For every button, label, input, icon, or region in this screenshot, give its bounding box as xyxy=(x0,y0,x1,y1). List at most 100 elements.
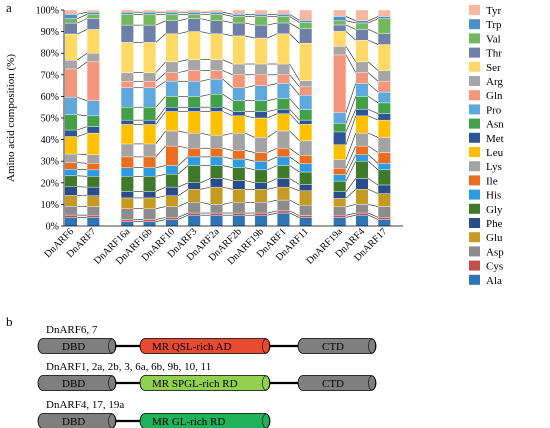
bar-segment-dnarf6-met xyxy=(64,129,78,137)
connector-dnarf19b-dnarf1 xyxy=(267,186,278,190)
bar-segment-dnarf10-gly xyxy=(165,173,179,188)
legend-swatch-arg xyxy=(469,76,480,86)
bar-segment-dnarf17-pro xyxy=(377,91,391,104)
bar-segment-dnarf19b-trp xyxy=(254,14,268,17)
connector-dnarf6-dnarf7 xyxy=(77,162,88,164)
bar-segment-dnarf1-gly xyxy=(276,165,290,179)
legend-label-ser: Ser xyxy=(486,62,501,74)
domain-label-dbd: DBD xyxy=(62,341,85,353)
bar-segment-dnarf19b-gly xyxy=(254,169,268,183)
bar-segment-dnarf4-ile xyxy=(355,145,369,155)
bar-segment-dnarf1-val xyxy=(276,16,290,24)
bar-segment-dnarf1-asp xyxy=(276,199,290,212)
bar-segment-dnarf17-cys xyxy=(377,217,391,220)
bar-segment-dnarf10-his xyxy=(165,165,179,175)
bar-segment-dnarf19b-ala xyxy=(254,214,268,227)
bar-segment-dnarf16a-met xyxy=(120,119,134,125)
bar-segment-dnarf3-ala xyxy=(187,214,201,227)
bar-segment-dnarf3-phe xyxy=(187,182,201,190)
connector-dnarf4-dnarf17 xyxy=(368,212,379,218)
legend-swatch-met xyxy=(469,132,480,143)
connector-dnarf16b-dnarf10 xyxy=(155,206,166,210)
bar-segment-dnarf2b-his xyxy=(232,158,246,168)
bar-segment-dnarf3-leu xyxy=(187,111,201,134)
bar-segment-dnarf16b-arg xyxy=(143,72,157,82)
bar-segment-dnarf1-trp xyxy=(276,14,290,17)
connector-dnarf19b-dnarf1 xyxy=(267,212,278,216)
bar-segment-dnarf3-ser xyxy=(187,31,201,60)
bar-segment-dnarf16b-ala xyxy=(143,221,157,227)
bar-segment-dnarf6-asn xyxy=(64,114,78,131)
bar-segment-dnarf17-trp xyxy=(377,16,391,19)
legend-label-asn: Asn xyxy=(486,119,504,131)
bar-segment-dnarf3-cys xyxy=(187,212,201,216)
connector-dnarf4-dnarf17 xyxy=(368,160,379,171)
bar-segment-dnarf10-arg xyxy=(165,61,179,73)
domain-label-mr-spgl-rich-rd: MR SPGL-rich RD xyxy=(152,378,238,390)
bar-segment-dnarf16b-ser xyxy=(143,42,157,73)
bar-segment-dnarf19a-trp xyxy=(333,16,347,21)
bar-segment-dnarf17-glu xyxy=(377,193,391,207)
connector-dnarf19b-dnarf1 xyxy=(267,33,278,39)
connector-dnarf6-dnarf7 xyxy=(77,52,88,61)
connector-dnarf2a-dnarf2b xyxy=(222,165,233,168)
bar-segment-dnarf11-ala xyxy=(299,217,313,227)
domain-cap xyxy=(108,338,116,354)
bar-segment-dnarf16b-met xyxy=(143,119,157,125)
connector-dnarf4-dnarf17 xyxy=(368,204,379,207)
bar-segment-dnarf7-trp xyxy=(86,11,100,15)
bar-segment-dnarf2a-thr xyxy=(210,20,223,34)
bar-segment-dnarf10-ala xyxy=(165,219,179,227)
bar-segment-dnarf6-leu xyxy=(64,136,78,155)
bars-layer xyxy=(64,9,391,227)
bar-segment-dnarf19a-asp xyxy=(333,206,347,216)
bar-segment-dnarf16a-ala xyxy=(120,221,134,227)
bar-segment-dnarf10-leu xyxy=(165,111,179,132)
bar-segment-dnarf17-tyr xyxy=(377,9,391,17)
bar-segment-dnarf11-thr xyxy=(299,28,313,44)
connector-dnarf2a-dnarf2b xyxy=(222,33,233,37)
bar-segment-dnarf10-tyr xyxy=(165,9,179,13)
connector-dnarf19a-dnarf4 xyxy=(345,161,357,182)
bar-segment-dnarf2b-tyr xyxy=(232,9,246,15)
bar-segment-dnarf16b-thr xyxy=(143,24,157,43)
y-tick-label: 70% xyxy=(41,70,59,81)
bar-segment-dnarf16b-ile xyxy=(143,156,157,168)
bar-segment-dnarf17-ile xyxy=(377,152,391,164)
connector-dnarf4-dnarf17 xyxy=(368,109,379,114)
bar-segment-dnarf11-asn xyxy=(299,109,313,121)
bar-segment-dnarf10-phe xyxy=(165,186,179,196)
connector-dnarf2a-dnarf2b xyxy=(222,111,233,117)
connector-lines-layer xyxy=(77,11,379,222)
bar-segment-dnarf2b-pro xyxy=(232,87,246,101)
bar-segment-dnarf4-arg xyxy=(355,61,369,73)
connector-dnarf16b-dnarf10 xyxy=(155,195,166,199)
bar-segment-dnarf16a-ser xyxy=(120,42,134,73)
bar-segment-dnarf4-phe xyxy=(355,178,369,190)
bar-segment-dnarf1-gln xyxy=(276,74,290,84)
bar-segment-dnarf7-phe xyxy=(86,186,100,196)
connector-dnarf1-dnarf11 xyxy=(289,16,300,23)
connector-dnarf4-dnarf17 xyxy=(368,83,379,93)
connector-dnarf4-dnarf17 xyxy=(368,132,379,138)
legend-swatch-leu xyxy=(469,147,480,157)
bar-segment-dnarf1-met xyxy=(276,109,290,114)
bar-segment-dnarf4-gln xyxy=(355,72,369,84)
connector-dnarf10-dnarf3 xyxy=(177,189,189,197)
legend-swatch-glu xyxy=(469,232,480,243)
bar-segment-dnarf6-ile xyxy=(64,162,78,170)
connector-dnarf16b-dnarf10 xyxy=(155,107,166,121)
bar-segment-dnarf19b-glu xyxy=(254,189,268,203)
bar-segment-dnarf10-thr xyxy=(165,20,179,34)
connector-dnarf10-dnarf3 xyxy=(178,70,189,73)
y-tick-label: 50% xyxy=(41,114,59,125)
connector-dnarf2a-dnarf2b xyxy=(222,11,233,15)
connector-dnarf19a-dnarf4 xyxy=(345,214,356,218)
connector-dnarf4-dnarf17 xyxy=(368,154,379,164)
connector-dnarf1-dnarf11 xyxy=(289,22,300,29)
bar-segment-dnarf3-arg xyxy=(187,59,201,71)
connector-dnarf1-dnarf11 xyxy=(289,178,300,185)
connector-dnarf2a-dnarf2b xyxy=(222,132,233,136)
bar-segment-dnarf4-tyr xyxy=(355,9,369,22)
connector-dnarf2a-dnarf2b xyxy=(222,201,233,205)
